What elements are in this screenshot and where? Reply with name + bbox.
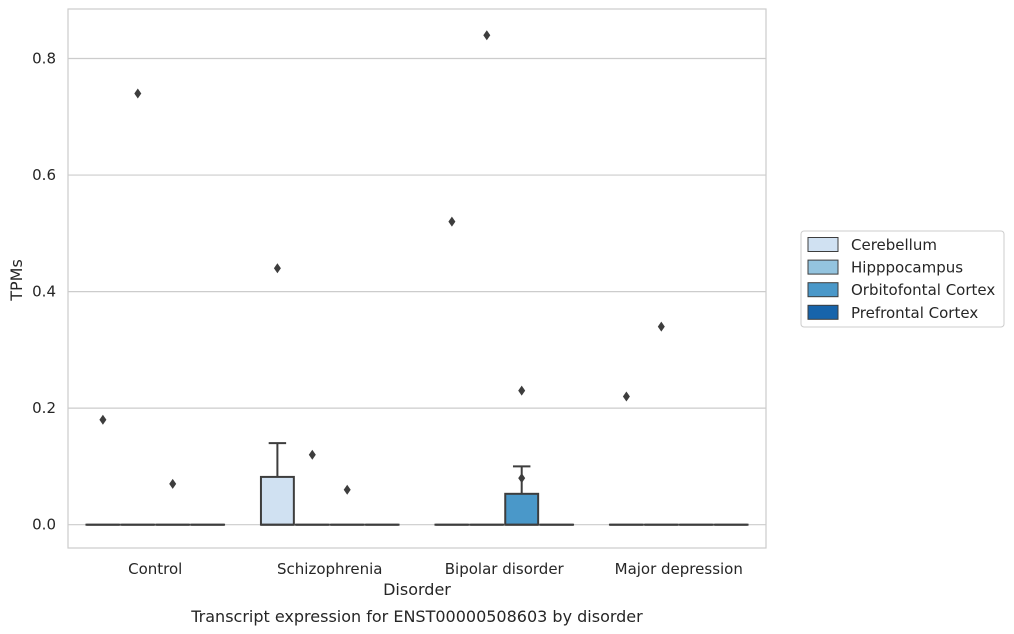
y-tick-label: 0.0	[32, 516, 56, 534]
legend-label: Hipppocampus	[851, 259, 963, 277]
outlier-point	[518, 385, 526, 396]
legend-swatch	[807, 304, 839, 320]
x-tick-labels: Control Schizophrenia Bipolar disorder Majo…	[128, 560, 743, 578]
box-1-1	[294, 449, 330, 526]
x-tick-label: Control	[128, 560, 182, 578]
outlier-point	[99, 414, 107, 425]
legend-frame	[800, 230, 1005, 328]
legend-swatch	[807, 259, 839, 275]
legend-swatch	[807, 237, 839, 252]
outlier-point	[273, 263, 281, 274]
outlier-point	[483, 30, 491, 41]
box-1-0	[120, 88, 156, 526]
box-0-0	[85, 414, 121, 526]
outlier-point	[518, 473, 526, 484]
y-tick-label: 0.4	[32, 283, 56, 301]
y-tick-label: 0.2	[32, 399, 56, 417]
outlier-point	[169, 478, 177, 489]
grid-lines	[68, 57, 766, 526]
y-tick-label: 0.6	[32, 166, 56, 184]
box-0-3	[608, 391, 644, 526]
outlier-point	[657, 321, 665, 332]
y-tick-labels: 0.0 0.2 0.4 0.6 0.8	[32, 50, 56, 534]
box-2-1	[329, 484, 365, 526]
x-tick-label: Bipolar disorder	[445, 560, 565, 578]
box-1-2	[469, 30, 505, 526]
legend-swatch	[807, 282, 839, 298]
plot-frame	[67, 8, 767, 549]
legend-label: Orbitofontal Cortex	[851, 281, 995, 299]
box-0-1	[259, 263, 295, 526]
y-tick-label: 0.8	[32, 50, 56, 68]
x-axis-title: Disorder	[383, 580, 451, 599]
chart-caption: Transcript expression for ENST0000050860…	[190, 607, 643, 626]
outlier-point	[134, 88, 142, 99]
x-tick-label: Schizophrenia	[277, 560, 382, 578]
outlier-point	[308, 449, 316, 460]
box-0-2	[434, 216, 470, 526]
y-axis-title: TPMs	[7, 259, 26, 302]
box-marks	[85, 30, 749, 526]
box-1-3	[643, 321, 679, 526]
outlier-point	[448, 216, 456, 227]
legend: Cerebellum Hipppocampus Orbitofontal Corte…	[800, 230, 1005, 328]
legend-label: Prefrontal Cortex	[851, 304, 978, 322]
box-body	[504, 492, 540, 526]
box-2-2	[504, 385, 540, 526]
x-tick-label: Major depression	[615, 560, 743, 578]
outlier-point	[343, 484, 351, 495]
box-2-0	[155, 478, 191, 526]
legend-label: Cerebellum	[851, 236, 937, 254]
box-body	[259, 475, 295, 526]
outlier-point	[622, 391, 630, 402]
